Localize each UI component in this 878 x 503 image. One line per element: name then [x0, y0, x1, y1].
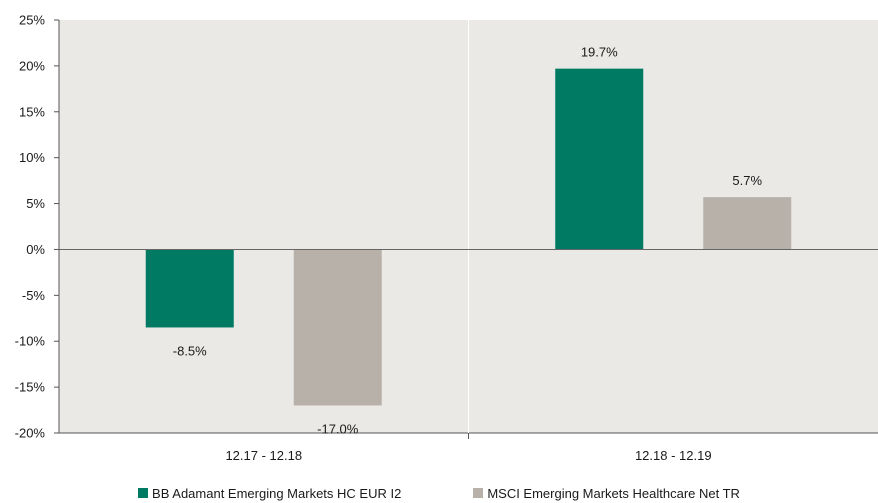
bar-fund-1 — [145, 249, 234, 328]
data-label: 5.7% — [732, 173, 762, 188]
legend-item-fund: BB Adamant Emerging Markets HC EUR I2 — [138, 484, 401, 502]
bar-fund-2 — [555, 68, 644, 250]
legend-item-index: MSCI Emerging Markets Healthcare Net TR — [473, 484, 740, 502]
legend-label-index: MSCI Emerging Markets Healthcare Net TR — [487, 485, 740, 501]
y-tick-label: -10% — [15, 334, 46, 349]
legend: BB Adamant Emerging Markets HC EUR I2 MS… — [0, 484, 878, 502]
data-label: -17.0% — [317, 421, 359, 436]
x-category-label: 12.18 - 12.19 — [635, 448, 712, 463]
legend-swatch-index — [473, 488, 484, 498]
y-tick-label: 25% — [19, 13, 45, 28]
legend-label-fund: BB Adamant Emerging Markets HC EUR I2 — [152, 485, 402, 501]
y-tick-label: 0% — [26, 242, 45, 257]
y-tick-label: 10% — [19, 150, 45, 165]
x-category-label: 12.17 - 12.18 — [225, 448, 302, 463]
bar-index-2 — [703, 197, 792, 250]
y-tick-label: 20% — [19, 58, 45, 73]
y-tick-label: -15% — [15, 380, 46, 395]
bar-index-1 — [293, 249, 382, 406]
data-label: 19.7% — [581, 45, 618, 60]
y-tick-label: 15% — [19, 104, 45, 119]
y-tick-label: 5% — [26, 196, 45, 211]
y-tick-label: -20% — [15, 426, 46, 441]
y-tick-label: -5% — [22, 288, 46, 303]
legend-swatch-fund — [138, 488, 149, 498]
data-label: -8.5% — [173, 343, 207, 358]
